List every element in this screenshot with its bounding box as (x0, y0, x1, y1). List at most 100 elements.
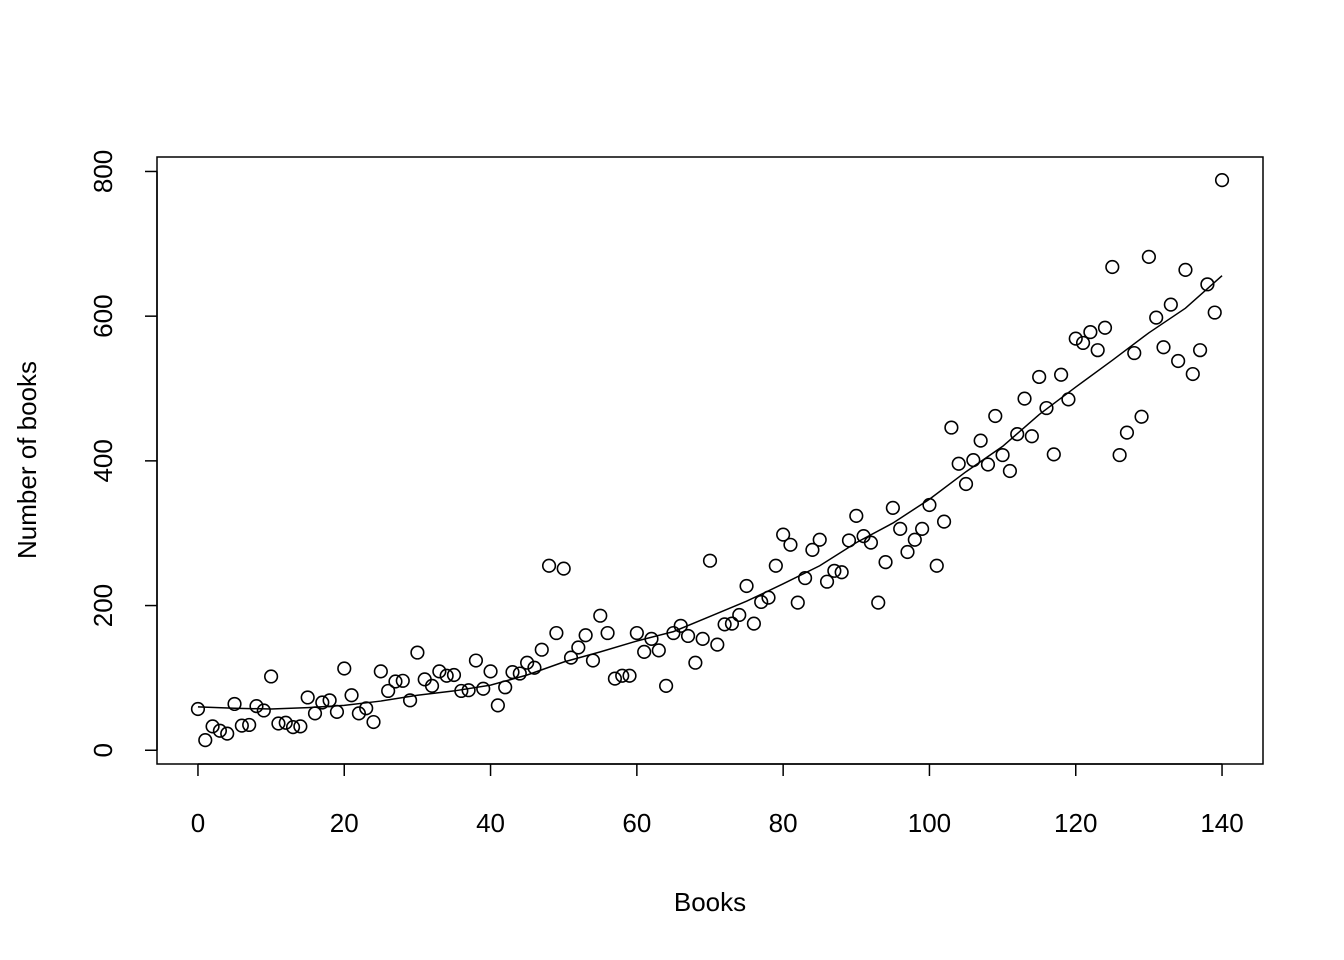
data-point-133 (1163, 297, 1178, 312)
data-point-127 (1119, 425, 1135, 440)
data-point-44 (512, 666, 527, 681)
data-point-61 (637, 644, 652, 659)
data-point-9 (256, 703, 271, 718)
data-point-46 (527, 660, 542, 675)
data-point-83 (797, 570, 813, 586)
data-point-0 (190, 701, 206, 717)
data-point-107 (973, 433, 988, 448)
data-point-59 (622, 668, 637, 683)
data-point-110 (995, 447, 1010, 463)
data-point-23 (359, 701, 374, 716)
data-point-47 (534, 642, 549, 657)
data-point-38 (468, 653, 484, 668)
data-point-93 (871, 595, 886, 610)
data-point-108 (980, 457, 996, 472)
data-point-64 (659, 678, 674, 693)
data-point-82 (790, 595, 805, 610)
data-point-86 (819, 574, 835, 589)
data-point-117 (1046, 447, 1061, 462)
data-point-105 (958, 476, 974, 492)
data-point-35 (446, 667, 462, 683)
data-point-21 (344, 688, 359, 703)
data-point-114 (1024, 429, 1039, 444)
data-point-4 (220, 726, 235, 741)
data-point-50 (556, 561, 571, 576)
data-point-113 (1017, 391, 1032, 406)
data-point-41 (490, 698, 505, 713)
data-point-6 (234, 718, 249, 733)
y-tick-label-3: 600 (88, 294, 118, 337)
data-point-24 (366, 714, 381, 730)
data-point-19 (329, 704, 345, 720)
data-point-53 (578, 628, 593, 643)
data-point-92 (863, 535, 879, 550)
data-point-106 (966, 453, 981, 468)
data-point-118 (1054, 367, 1069, 382)
data-point-20 (337, 661, 352, 676)
data-point-68 (688, 655, 703, 670)
y-tick-label-2: 400 (88, 439, 118, 482)
y-axis-label: Number of books (12, 361, 42, 559)
y-tick-label-4: 800 (88, 150, 118, 193)
data-point-112 (1010, 426, 1025, 442)
data-point-87 (827, 563, 842, 578)
data-point-72 (717, 617, 732, 632)
data-point-136 (1185, 366, 1200, 382)
data-point-84 (805, 542, 820, 557)
data-point-79 (768, 558, 783, 573)
data-point-63 (651, 643, 666, 658)
data-point-8 (249, 699, 264, 714)
data-point-10 (264, 669, 279, 684)
data-point-57 (607, 671, 623, 686)
data-point-130 (1141, 249, 1156, 264)
data-point-33 (432, 664, 447, 679)
data-point-126 (1112, 447, 1127, 463)
data-point-77 (754, 594, 769, 610)
data-point-140 (1214, 173, 1230, 188)
data-point-28 (395, 673, 410, 688)
data-point-25 (373, 664, 388, 679)
data-point-37 (461, 683, 476, 698)
data-point-85 (812, 532, 827, 547)
data-point-102 (936, 514, 952, 529)
data-point-81 (783, 537, 798, 552)
data-point-39 (476, 681, 491, 696)
data-point-94 (878, 555, 893, 570)
data-point-101 (929, 558, 944, 573)
data-point-74 (732, 607, 747, 623)
x-tick-label-7: 140 (1200, 808, 1243, 838)
x-axis: 0 20 40 60 80 100 120 140 (191, 763, 1244, 838)
data-point-2 (205, 719, 220, 734)
data-point-76 (746, 616, 761, 631)
data-point-124 (1097, 320, 1113, 335)
data-points (190, 173, 1230, 748)
data-point-58 (615, 668, 630, 683)
data-point-115 (1032, 369, 1047, 385)
data-point-15 (300, 690, 315, 705)
data-point-129 (1134, 409, 1149, 424)
data-point-52 (571, 640, 586, 655)
data-point-49 (549, 625, 564, 641)
x-tick-label-6: 120 (1054, 808, 1097, 838)
x-tick-label-1: 20 (330, 808, 359, 838)
data-point-123 (1090, 343, 1105, 358)
data-point-121 (1075, 335, 1091, 351)
data-point-13 (285, 719, 301, 735)
data-point-71 (710, 637, 725, 652)
x-tick-label-2: 40 (476, 808, 505, 838)
data-point-56 (600, 625, 615, 641)
x-tick-label-3: 60 (622, 808, 651, 838)
x-tick-label-0: 0 (191, 808, 205, 838)
data-point-18 (322, 693, 337, 708)
data-point-75 (739, 578, 754, 594)
data-point-45 (520, 655, 535, 670)
data-point-96 (893, 521, 908, 536)
data-point-125 (1105, 259, 1120, 275)
data-point-55 (593, 608, 608, 623)
data-point-131 (1149, 310, 1164, 325)
data-point-12 (278, 715, 293, 730)
data-point-70 (702, 553, 718, 568)
data-point-69 (695, 631, 710, 646)
data-point-111 (1002, 463, 1018, 479)
